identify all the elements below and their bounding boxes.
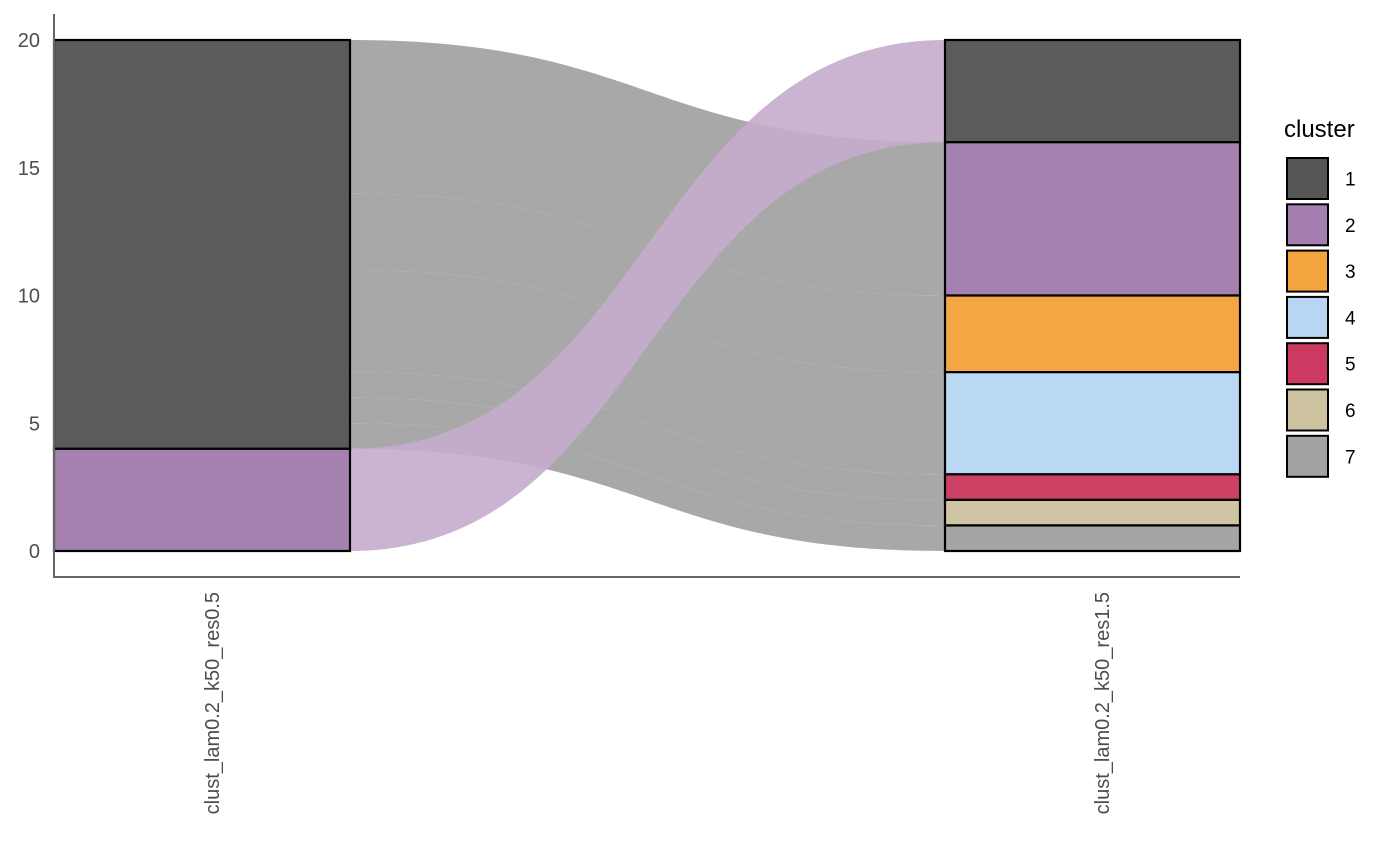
legend-label-1: 1 (1345, 170, 1356, 191)
legend-title: cluster (1284, 116, 1355, 143)
legend-label-4: 4 (1345, 308, 1356, 329)
flow-1-to-2 (350, 40, 945, 296)
y-tick-label-15: 15 (18, 158, 40, 180)
legend-key-5 (1286, 342, 1329, 386)
stratum-axis2-cluster-2 (943, 141, 1242, 297)
stratum-axis2-cluster-4 (943, 371, 1242, 476)
flows-layer (350, 40, 945, 551)
legend-key-6 (1286, 388, 1329, 432)
y-tick-labels: 0 5 10 15 20 (18, 30, 40, 563)
stratum-axis2-cluster-6 (943, 498, 1242, 527)
axes-layer (53, 14, 1240, 578)
legend-key-1 (1286, 157, 1329, 200)
x-category-labels: clust_lam0.2_k50_res0.5 clust_lam0.2_k50_… (202, 592, 1114, 814)
legend-label-6: 6 (1345, 401, 1356, 422)
stratum-axis2-cluster-5 (943, 473, 1242, 502)
stratum-axis1-cluster-2 (52, 447, 352, 553)
stratum-axis1-cluster-1 (52, 38, 352, 450)
legend-key-3 (1286, 249, 1329, 293)
x-category-label-1: clust_lam0.2_k50_res0.5 (202, 592, 224, 814)
y-tick-label-10: 10 (18, 286, 40, 308)
legend-key-7 (1286, 434, 1329, 478)
legend: cluster 1 2 3 4 5 6 7 (1284, 116, 1356, 478)
y-tick-label-20: 20 (18, 30, 40, 52)
legend-label-2: 2 (1345, 216, 1356, 237)
legend-label-3: 3 (1345, 262, 1356, 283)
strata-layer (52, 38, 1242, 553)
y-tick-label-5: 5 (29, 413, 40, 435)
stratum-axis2-cluster-7 (943, 524, 1242, 553)
legend-label-7: 7 (1345, 447, 1356, 468)
legend-key-4 (1286, 295, 1329, 339)
stratum-axis2-cluster-3 (943, 294, 1242, 374)
flow-2-to-1 (350, 40, 945, 551)
flow-1-to-5 (350, 372, 945, 500)
legend-key-2 (1286, 203, 1329, 247)
y-tick-label-0: 0 (29, 541, 40, 563)
x-category-label-2: clust_lam0.2_k50_res1.5 (1092, 592, 1114, 814)
legend-label-5: 5 (1345, 355, 1356, 376)
flow-1-to-4 (350, 269, 945, 475)
stratum-axis2-cluster-1 (943, 38, 1242, 144)
